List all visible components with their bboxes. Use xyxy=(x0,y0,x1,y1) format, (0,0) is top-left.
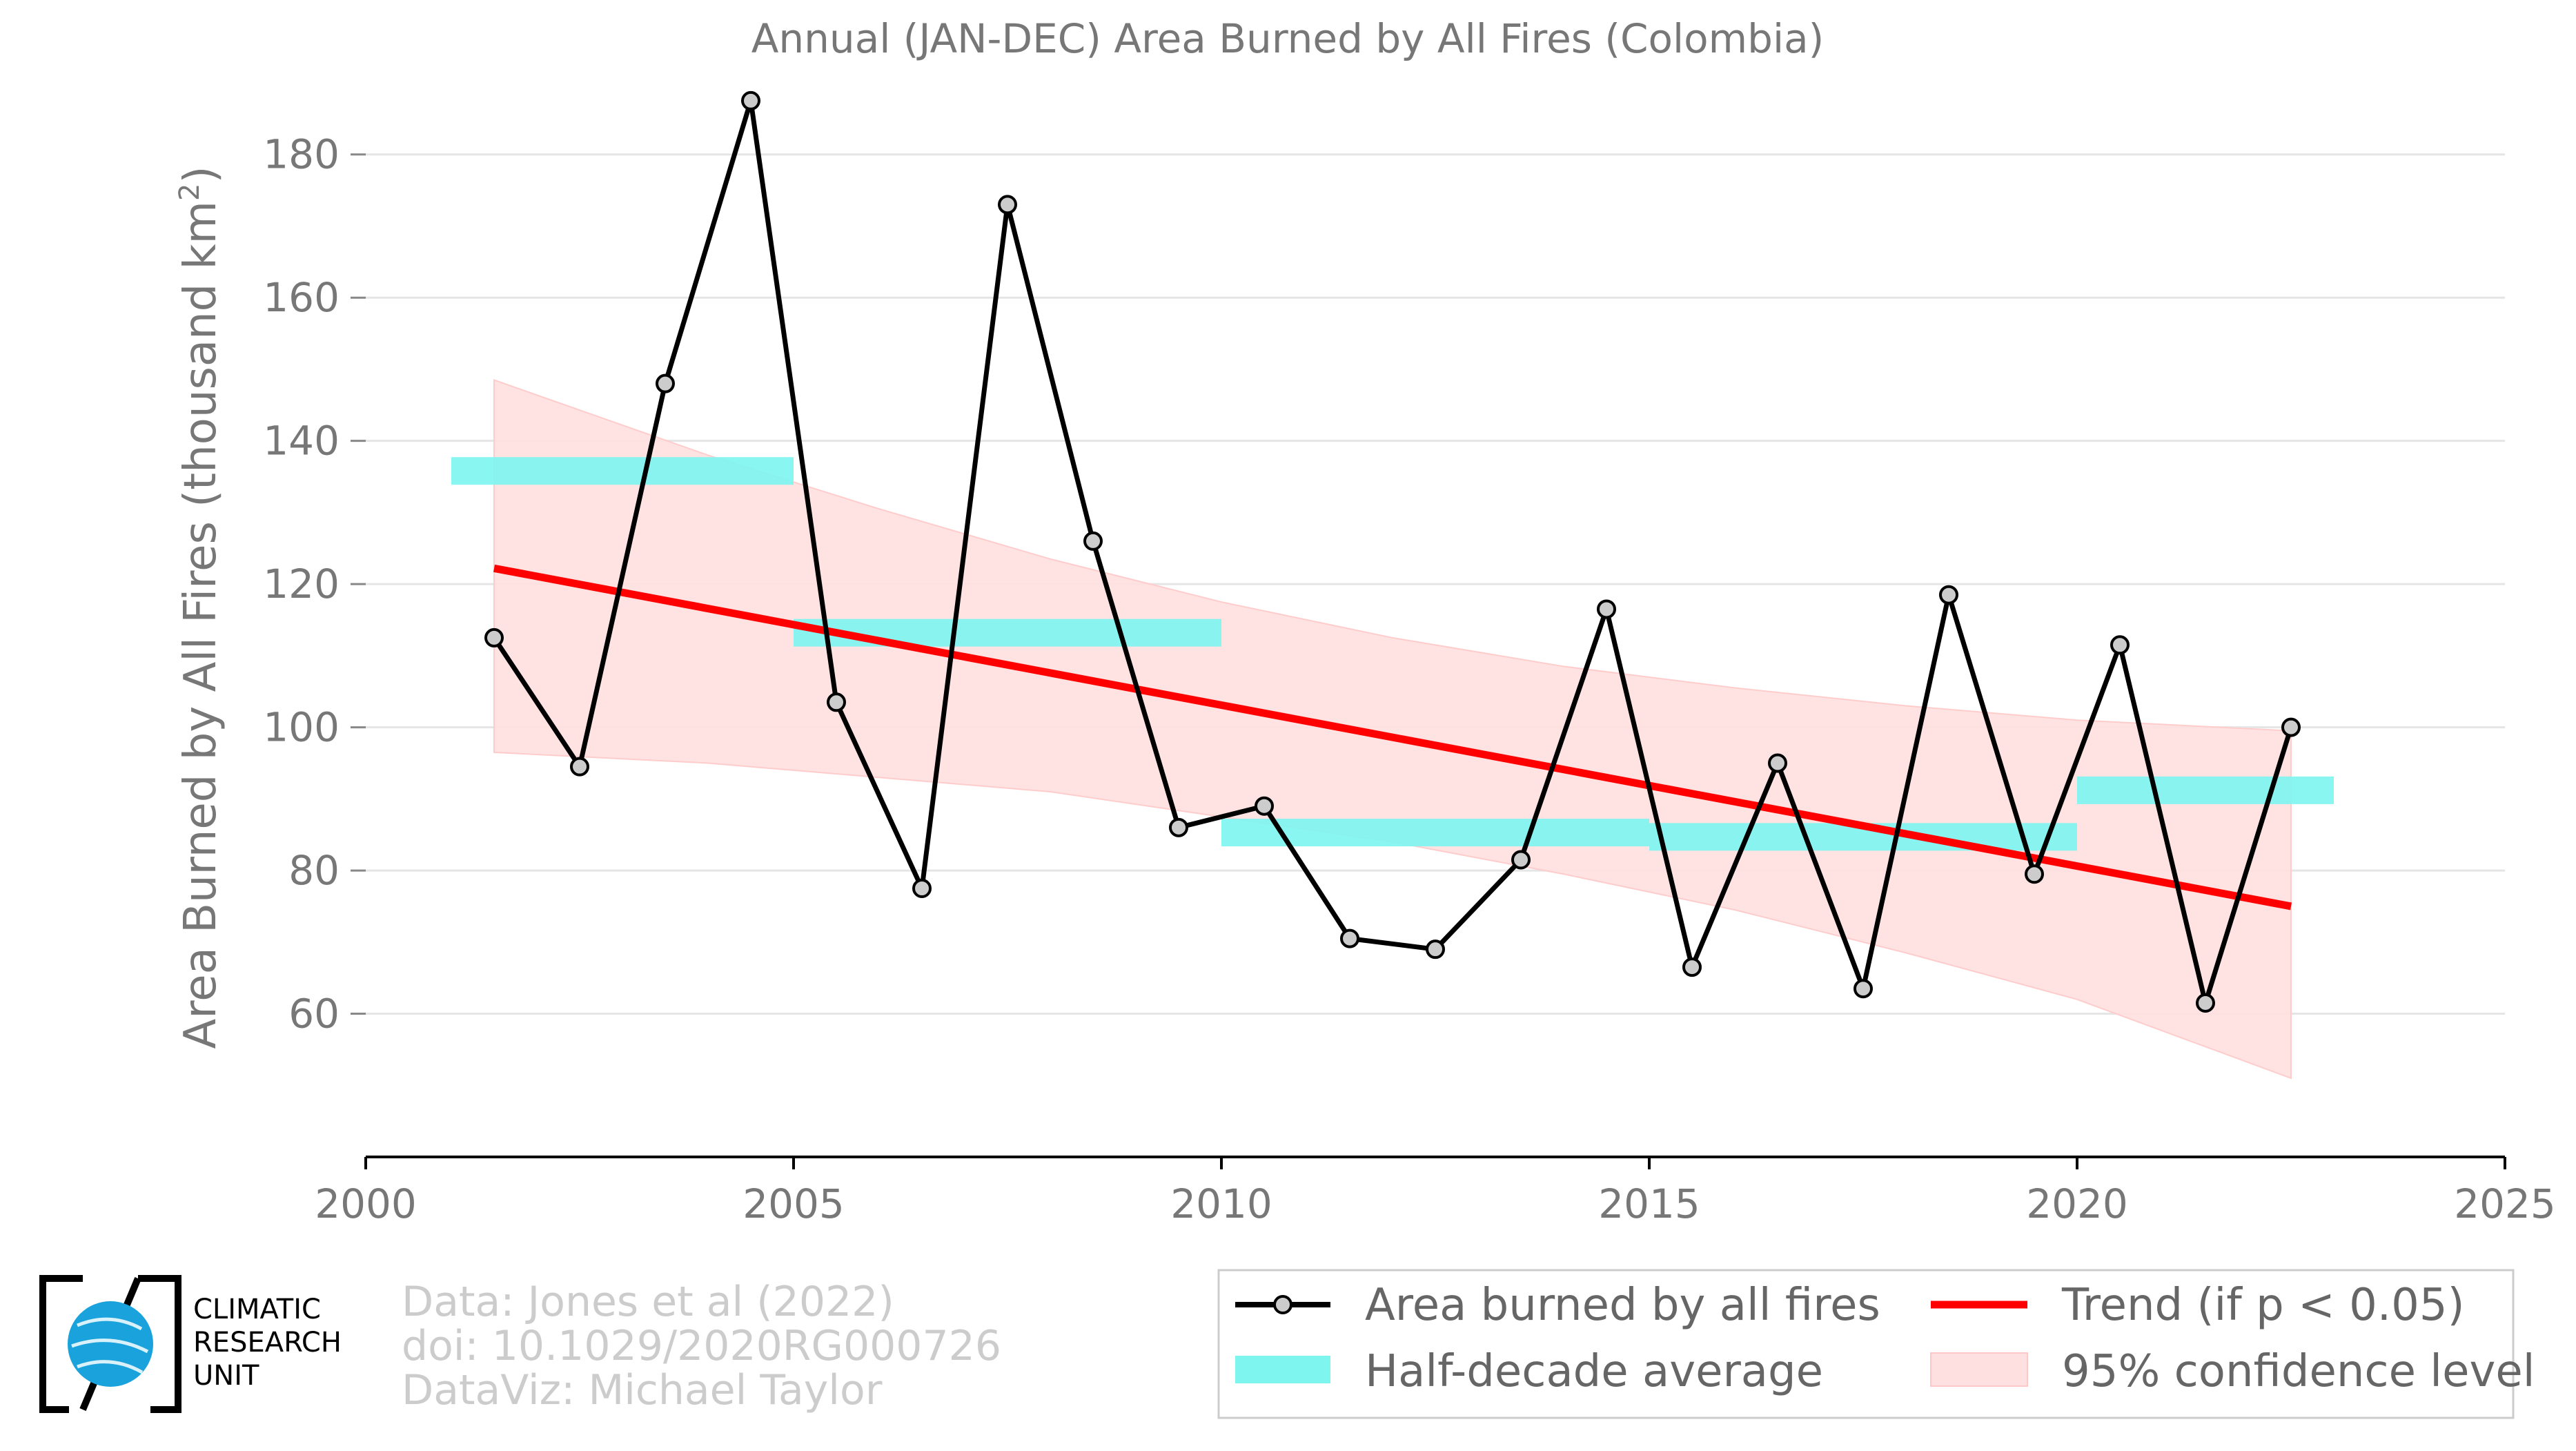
area-burned-point xyxy=(1511,850,1531,870)
legend-confidence-swatch xyxy=(1930,1352,2028,1387)
y-tick-label: 100 xyxy=(263,704,340,751)
area-burned-point xyxy=(1939,585,1958,605)
area-burned-point xyxy=(741,90,760,110)
area-burned-point xyxy=(1854,979,1873,999)
area-burned-layer xyxy=(484,90,2301,1013)
logo-text-line3: UNIT xyxy=(193,1360,259,1392)
y-tick-label: 140 xyxy=(263,418,340,465)
area-burned-point xyxy=(998,195,1017,215)
area-burned-point xyxy=(656,373,675,393)
trend-layer xyxy=(493,564,2292,910)
area-burned-point xyxy=(2196,993,2215,1013)
area-burned-point xyxy=(484,627,504,647)
area-burned-point xyxy=(827,692,846,712)
half-decade-average-bar xyxy=(794,619,1221,647)
y-axis-label: Area Burned by All Fires (thousand km2) xyxy=(174,166,226,1049)
area-burned-point xyxy=(1255,796,1274,816)
legend-box xyxy=(1217,1269,2515,1419)
half-decade-average-bar xyxy=(451,457,794,485)
y-axis-label-main: Area Burned by All Fires (thousand km xyxy=(175,201,226,1049)
chart-title: Annual (JAN-DEC) Area Burned by All Fire… xyxy=(751,15,1825,62)
y-tick-label: 160 xyxy=(263,274,340,321)
x-tick-label: 2025 xyxy=(2454,1180,2556,1227)
legend-label-confidence: 95% confidence level xyxy=(2062,1346,2535,1397)
confidence-band xyxy=(493,379,2292,1080)
half-decade-average-bar xyxy=(1221,819,1649,847)
area-burned-point xyxy=(1169,817,1188,837)
x-tick-label: 2020 xyxy=(2026,1180,2128,1227)
x-tick-label: 2000 xyxy=(315,1180,417,1227)
globe-swirl-icon xyxy=(71,1317,149,1374)
x-tick-label: 2010 xyxy=(1170,1180,1272,1227)
x-tick-label: 2015 xyxy=(1598,1180,1700,1227)
area-burned-point xyxy=(1768,753,1787,773)
y-axis-label-superscript: 2 xyxy=(174,184,206,201)
area-burned-point xyxy=(1083,531,1103,551)
legend-marker-swatch xyxy=(1273,1295,1292,1314)
area-burned-line xyxy=(492,99,2294,1013)
legend-label-area-burned: Area burned by all fires xyxy=(1365,1280,1880,1331)
trend-line xyxy=(493,564,2292,910)
half-decade-average-layer xyxy=(451,457,2334,851)
area-burned-point xyxy=(1340,928,1359,948)
legend-label-average: Half-decade average xyxy=(1365,1346,1823,1397)
y-tick-label: 60 xyxy=(288,991,340,1038)
legend-label-trend: Trend (if p < 0.05) xyxy=(2061,1280,2465,1331)
y-axis-ticks: 60 80 100 120 140 160 180 xyxy=(263,131,366,1038)
half-decade-average-bar xyxy=(2077,776,2334,804)
cru-logo: CLIMATIC RESEARCH UNIT xyxy=(39,1275,342,1413)
area-burned-point xyxy=(1682,957,1702,977)
y-axis-label-close: ) xyxy=(175,166,226,184)
x-axis: 2000 2005 2010 2015 2020 2025 xyxy=(315,1156,2556,1227)
y-tick-label: 80 xyxy=(288,847,340,894)
x-tick-label: 2005 xyxy=(743,1180,845,1227)
y-tick-label: 120 xyxy=(263,561,340,607)
area-burned-point xyxy=(1597,599,1616,619)
area-burned-point xyxy=(1426,939,1445,960)
credit-data: Data: Jones et al (2022) xyxy=(402,1278,894,1326)
credit-dataviz: DataViz: Michael Taylor xyxy=(402,1366,883,1414)
legend-average-swatch xyxy=(1235,1356,1330,1383)
area-burned-point xyxy=(2110,635,2130,655)
confidence-band-layer xyxy=(493,379,2292,1080)
logo-text-line2: RESEARCH xyxy=(193,1327,342,1359)
logo-text-line1: CLIMATIC xyxy=(193,1294,321,1325)
area-burned-point xyxy=(2025,864,2044,884)
legend: Area burned by all fires Trend (if p < 0… xyxy=(1217,1269,2535,1419)
area-burned-point xyxy=(912,879,932,898)
credit-doi: doi: 10.1029/2020RG000726 xyxy=(402,1322,1001,1370)
area-burned-point xyxy=(570,757,589,777)
area-burned-point xyxy=(2281,717,2301,737)
y-tick-label: 180 xyxy=(263,131,340,178)
logo-bracket-right xyxy=(138,1275,181,1413)
logo-bracket-left xyxy=(39,1275,83,1413)
